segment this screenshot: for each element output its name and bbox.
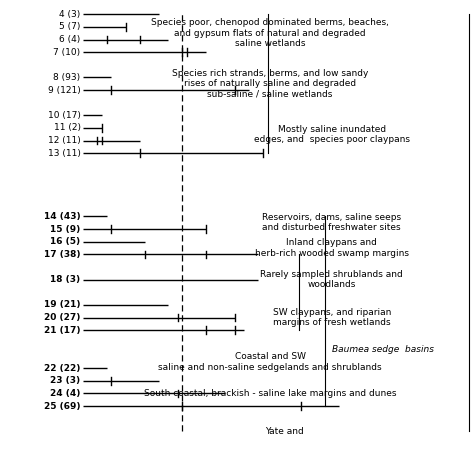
Text: Baumea sedge  basins: Baumea sedge basins [332,345,434,354]
Text: 15 (9): 15 (9) [50,225,81,234]
Text: 23 (3): 23 (3) [50,376,81,385]
Text: 18 (3): 18 (3) [50,275,81,284]
Text: Species poor, chenopod dominated berms, beaches,
and gypsum flats of natural and: Species poor, chenopod dominated berms, … [151,18,389,48]
Text: Reservoirs, dams, saline seeps
and disturbed freshwater sites: Reservoirs, dams, saline seeps and distu… [262,213,401,232]
Text: SW claypans, and riparian
margins of fresh wetlands: SW claypans, and riparian margins of fre… [273,308,391,327]
Text: 13 (11): 13 (11) [48,149,81,158]
Text: Coastal and SW
saline and non-saline sedgelands and shrublands: Coastal and SW saline and non-saline sed… [158,352,382,372]
Text: 21 (17): 21 (17) [44,326,81,335]
Text: 16 (5): 16 (5) [50,237,81,246]
Text: 14 (43): 14 (43) [44,212,81,221]
Text: 9 (121): 9 (121) [48,86,81,94]
Text: Species rich strands, berms, and low sandy
rises of naturally saline and degrade: Species rich strands, berms, and low san… [172,69,368,99]
Text: Inland claypans and
herb-rich wooded swamp margins: Inland claypans and herb-rich wooded swa… [255,238,409,258]
Text: Mostly saline inundated
edges, and  species poor claypans: Mostly saline inundated edges, and speci… [254,125,410,144]
Text: Yate and: Yate and [265,427,304,436]
Text: 22 (22): 22 (22) [44,364,81,373]
Text: 7 (10): 7 (10) [54,48,81,56]
Text: 12 (11): 12 (11) [48,136,81,145]
Text: 19 (21): 19 (21) [44,301,81,310]
Text: Rarely sampled shrublands and
woodlands: Rarely sampled shrublands and woodlands [260,270,403,289]
Text: 6 (4): 6 (4) [59,35,81,44]
Text: 4 (3): 4 (3) [59,10,81,18]
Text: 25 (69): 25 (69) [44,401,81,410]
Text: 10 (17): 10 (17) [48,111,81,120]
Text: 11 (2): 11 (2) [54,124,81,132]
Text: 17 (38): 17 (38) [44,250,81,259]
Text: 8 (93): 8 (93) [54,73,81,82]
Text: South coastal, brackish - saline lake margins and dunes: South coastal, brackish - saline lake ma… [144,389,396,398]
Text: 5 (7): 5 (7) [59,22,81,31]
Text: 24 (4): 24 (4) [50,389,81,398]
Text: 20 (27): 20 (27) [44,313,81,322]
